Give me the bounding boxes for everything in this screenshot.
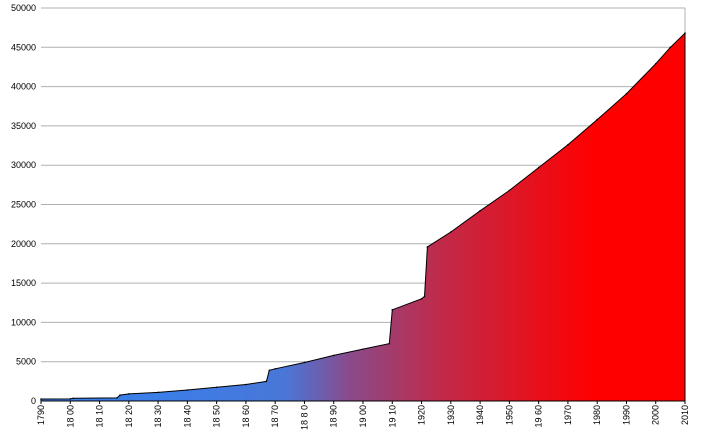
x-tick-label: 1990	[621, 405, 631, 425]
y-tick-label: 0	[31, 396, 36, 406]
data-point	[362, 348, 364, 350]
y-tick-label: 25000	[11, 200, 36, 210]
data-point	[479, 209, 481, 212]
data-point	[116, 397, 118, 399]
y-tick-label: 20000	[11, 239, 36, 249]
x-tick-label: 1920	[417, 405, 427, 425]
y-tick-label: 35000	[11, 121, 36, 131]
x-tick-label: 1970	[563, 405, 573, 425]
data-point	[669, 46, 672, 49]
x-tick-label: 1940	[475, 405, 485, 425]
data-point	[215, 386, 218, 389]
x-tick-label: 18 10	[95, 405, 105, 428]
data-area	[40, 32, 686, 402]
x-axis-ticks: 1790 18 00 18 10 18 20 18 30 18 40 18 50 18 60 1…	[36, 401, 690, 430]
y-tick-label: 40000	[11, 82, 36, 92]
y-axis-ticks: 0 5000 10000 15000 20000 25000 30000 35000 40000…	[11, 3, 36, 406]
data-point	[303, 361, 306, 364]
data-point	[268, 369, 271, 372]
data-point	[245, 383, 247, 386]
y-tick-label: 50000	[11, 3, 36, 13]
data-points	[40, 32, 686, 400]
x-tick-label: 18 30	[153, 405, 163, 428]
x-tick-label: 18 90	[329, 405, 339, 428]
data-point	[157, 391, 159, 394]
data-point	[40, 398, 42, 400]
x-tick-label: 18 50	[212, 405, 222, 428]
x-tick-label: 18 00	[65, 405, 75, 428]
y-tick-label: 10000	[11, 317, 36, 327]
x-tick-label: 1930	[446, 405, 456, 425]
y-tick-label: 30000	[11, 160, 36, 170]
data-point	[388, 342, 391, 345]
x-tick-label: 1790	[36, 405, 46, 425]
data-point	[119, 394, 121, 396]
x-tick-label: 19 10	[387, 405, 397, 428]
data-point	[274, 367, 276, 370]
x-tick-label: 2000	[651, 405, 661, 425]
x-tick-label: 18 20	[124, 405, 134, 428]
data-point	[69, 398, 72, 400]
y-tick-label: 5000	[16, 357, 36, 367]
x-tick-label: 19 00	[358, 405, 368, 428]
x-tick-label: 18 70	[270, 405, 280, 428]
x-tick-label: 18 40	[182, 405, 192, 428]
data-point	[596, 118, 598, 121]
data-point	[508, 189, 511, 192]
x-tick-label: 18 8 0	[299, 405, 309, 430]
x-tick-label: 19 60	[534, 405, 544, 428]
data-point	[265, 380, 268, 383]
x-tick-label: 1980	[592, 405, 602, 425]
data-point	[423, 295, 426, 298]
data-point	[625, 92, 628, 95]
x-tick-label: 18 60	[241, 405, 251, 428]
y-tick-label: 15000	[11, 278, 36, 288]
data-point	[391, 309, 394, 311]
x-tick-label: 2010	[680, 405, 690, 425]
data-point	[128, 393, 130, 395]
data-point	[420, 298, 423, 300]
data-point	[567, 143, 569, 146]
data-point	[426, 246, 429, 248]
data-point	[332, 354, 335, 357]
data-point	[684, 32, 686, 34]
data-point	[72, 397, 74, 400]
data-point	[537, 166, 540, 169]
x-tick-label: 1950	[504, 405, 514, 425]
data-point	[450, 231, 452, 233]
data-point	[186, 389, 189, 391]
data-point	[654, 63, 657, 65]
y-tick-label: 45000	[11, 42, 36, 52]
